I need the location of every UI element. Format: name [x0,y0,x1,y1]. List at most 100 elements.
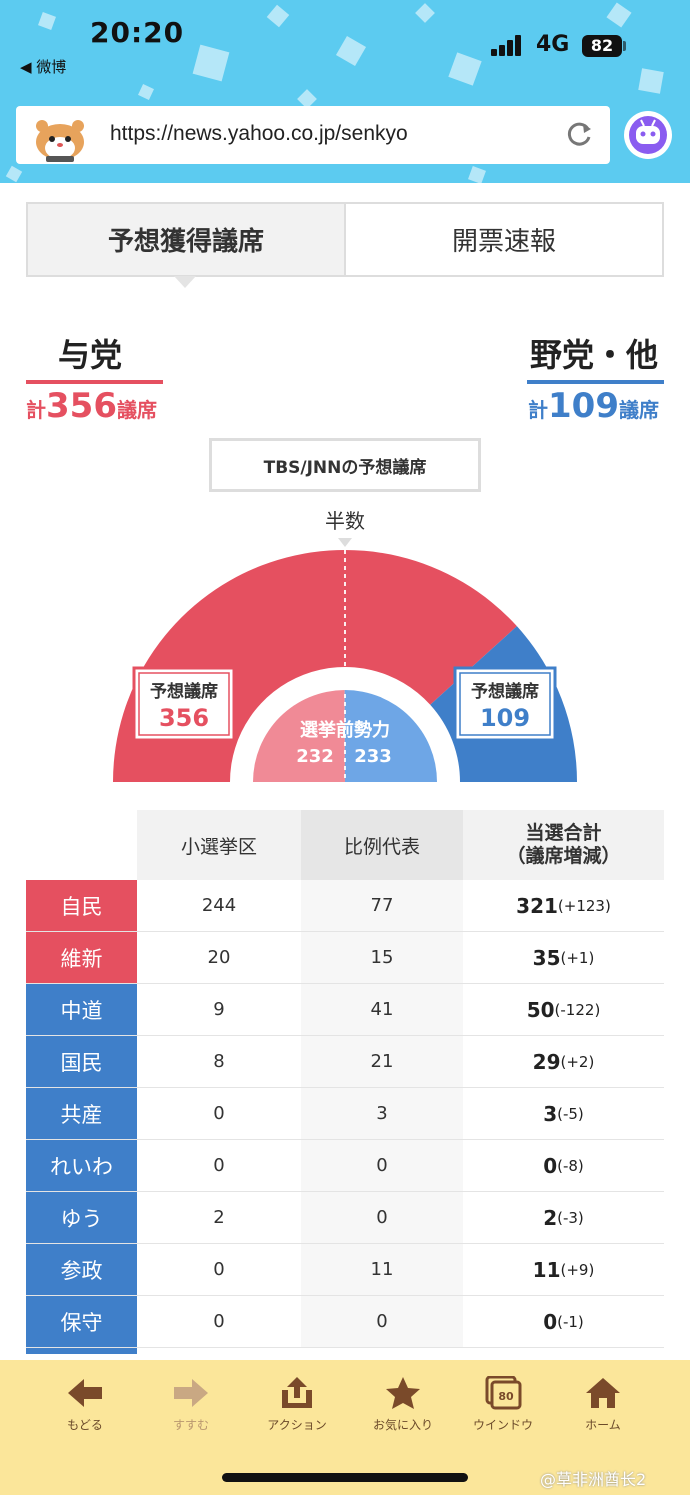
table-row: ゆう 2 0 2 (-3) [26,1192,664,1244]
pre-election-label: 選挙前勢力 [300,719,390,741]
single-seat-count: 9 [213,999,225,1020]
action-button[interactable]: アクション [252,1376,342,1433]
ruling-seat-box-value: 356 [159,704,209,732]
view-tabs: 予想獲得議席 開票速報 [26,202,664,277]
party-name: 国民 [26,1036,137,1087]
total-seats: 0 (-1) [543,1309,584,1334]
pre-election-opposition-slice [344,690,437,782]
total-seats: 3 (-5) [543,1101,584,1126]
windows-button[interactable]: 80 ウインドウ [458,1376,548,1433]
browser-header: 20:20 ◀ 微博 4G 82 https://news.yahoo.co.j… [0,0,690,183]
star-icon [386,1377,420,1409]
proportional-count: 3 [301,1088,463,1139]
opposition-seat-box-value: 109 [480,704,530,732]
single-seat-count: 20 [207,947,231,968]
header-single-seat: 小選挙区 [137,810,301,880]
single-seat-count: 0 [213,1259,225,1280]
proportional-count: 77 [301,880,463,931]
windows-icon: 80 [485,1376,522,1410]
back-to-app-link[interactable]: ◀ 微博 [20,58,67,76]
header-proportional: 比例代表 [301,810,463,880]
active-tab-pointer [174,276,196,288]
proportional-count: 15 [301,932,463,983]
single-seat-count: 0 [213,1155,225,1176]
back-arrow-icon [68,1379,102,1407]
ruling-seat-box: 予想議席 356 [132,666,236,742]
party-name: 保守 [26,1296,137,1347]
opposition-seat-box-label: 予想議席 [471,681,539,702]
ruling-coalition-title: 与党 [58,336,123,374]
table-row: 維新 20 15 35 (+1) [26,932,664,984]
url-text[interactable]: https://news.yahoo.co.jp/senkyo [110,122,408,145]
forecast-source-label: TBS/JNNの予想議席 [209,438,481,492]
back-button[interactable]: もどる [40,1376,130,1433]
seat-half-donut-chart: 予想議席 356 予想議席 109 選挙前勢力 232 233 [113,538,577,782]
total-seats: 29 (+2) [532,1049,595,1074]
weibo-watermark: @草非洲酋长2 [540,1470,647,1489]
total-seats: 35 (+1) [532,945,595,970]
party-name: れいわ [26,1140,137,1191]
single-seat-count: 0 [213,1103,225,1124]
table-row: 保守 0 0 0 (-1) [26,1296,664,1348]
party-name: 中道 [26,984,137,1035]
home-button[interactable]: ホーム [558,1376,648,1433]
majority-marker [338,538,352,547]
total-seats: 50 (-122) [526,997,601,1022]
party-name: ゆう [26,1192,137,1243]
opposition-title: 野党・他 [530,336,659,374]
header-total: 当選合計 （議席増減） [463,810,664,880]
total-seats: 0 (-8) [543,1153,584,1178]
single-seat-count: 244 [201,895,237,916]
single-seat-count: 2 [213,1207,225,1228]
opposition-total: 計109議席 [528,386,659,426]
single-seat-count: 8 [213,1051,225,1072]
forward-button[interactable]: すすむ [146,1376,236,1433]
total-seats: 11 (+9) [532,1257,595,1282]
proportional-count: 0 [301,1296,463,1347]
opposition-seat-box: 予想議席 109 [453,666,557,742]
forward-arrow-icon [174,1379,208,1407]
majority-label: 半数 [325,509,365,533]
proportional-count: 0 [301,1140,463,1191]
table-row: れいわ 0 0 0 (-8) [26,1140,664,1192]
table-row: 国民 8 21 29 (+2) [26,1036,664,1088]
table-row: 自民 244 77 321 (+123) [26,880,664,932]
table-row: 共産 0 3 3 (-5) [26,1088,664,1140]
party-name: 自民 [26,880,137,931]
favorites-button[interactable]: お気に入り [358,1376,448,1433]
table-row: 中道 9 41 50 (-122) [26,984,664,1036]
address-bar[interactable]: https://news.yahoo.co.jp/senkyo [16,106,610,164]
party-name: 参政 [26,1244,137,1295]
browser-toolbar: もどる すすむ アクション お気に入り 80 ウインドウ ホーム [0,1360,690,1495]
status-time: 20:20 [90,16,185,49]
network-type: 4G [536,32,570,57]
reload-icon[interactable] [564,120,594,150]
ruling-coalition-total: 計356議席 [26,386,157,426]
party-name: 共産 [26,1088,137,1139]
single-seat-count: 0 [213,1311,225,1332]
home-indicator[interactable] [222,1473,468,1482]
pre-election-ruling-value: 232 [296,746,334,767]
home-icon [586,1378,620,1408]
hamster-avatar-icon [36,120,84,162]
total-seats: 2 (-3) [543,1205,584,1230]
total-seats: 321 (+123) [516,893,611,918]
proportional-count: 21 [301,1036,463,1087]
proportional-count: 0 [301,1192,463,1243]
share-icon [282,1377,312,1408]
party-name: 維新 [26,932,137,983]
battery-icon: 82 [582,35,622,57]
tab-predicted-seats[interactable]: 予想獲得議席 [28,204,346,275]
pre-election-opposition-value: 233 [354,746,392,767]
next-row-edge [26,1348,137,1354]
signal-icon [491,34,527,56]
table-row: 参政 0 11 11 (+9) [26,1244,664,1296]
tab-vote-count-flash[interactable]: 開票速報 [346,204,662,275]
windows-count: 80 [498,1390,514,1403]
proportional-count: 41 [301,984,463,1035]
assistant-bot-icon[interactable] [622,106,674,164]
ruling-seat-box-label: 予想議席 [150,681,218,702]
pre-election-ruling-slice [253,690,345,782]
proportional-count: 11 [301,1244,463,1295]
